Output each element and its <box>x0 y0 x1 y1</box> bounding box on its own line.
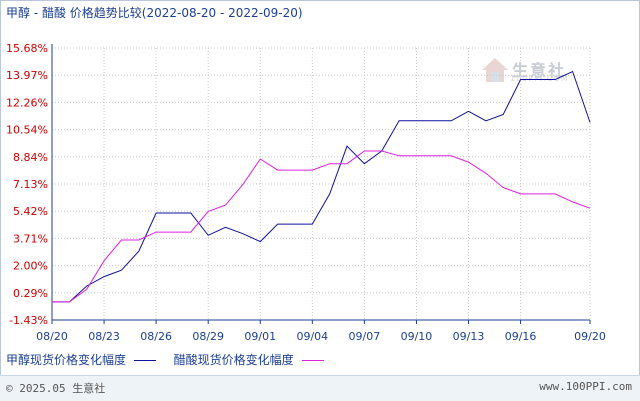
x-tick-label: 09/10 <box>401 330 433 343</box>
watermark-url: 100PPI.COM <box>510 74 569 83</box>
y-tick-label: 2.00% <box>13 260 48 273</box>
y-tick-label: 15.68% <box>6 42 48 55</box>
footer-bar <box>0 375 640 401</box>
chart-title: 甲醇 - 醋酸 价格趋势比较(2022-08-20 - 2022-09-20) <box>6 6 303 20</box>
footer-website-link[interactable]: www.100PPI.com <box>539 380 632 393</box>
series-line-methanol <box>52 70 591 303</box>
x-tick-label: 09/04 <box>296 330 328 343</box>
legend-item-acetic-acid: 醋酸现货价格变化幅度 <box>174 351 324 368</box>
watermark-house-icon <box>482 58 508 82</box>
legend-swatch-acetic-acid <box>301 360 324 361</box>
y-tick-label: 8.84% <box>13 151 48 164</box>
x-tick-label: 08/23 <box>88 330 120 343</box>
x-tick-label: 09/16 <box>505 330 537 343</box>
watermark-logo: 生意社 100PPI.COM <box>480 56 580 86</box>
x-tick-label: 09/07 <box>349 330 381 343</box>
footer-copyright: © 2025.05 生意社 <box>6 382 106 395</box>
y-tick-label: 7.13% <box>13 178 48 191</box>
chart-legend: 甲醇现货价格变化幅度 醋酸现货价格变化幅度 <box>6 351 338 368</box>
y-tick-label: 12.26% <box>6 96 48 109</box>
legend-label-acetic-acid: 醋酸现货价格变化幅度 <box>173 353 294 367</box>
y-tick-label: 10.54% <box>6 124 48 137</box>
x-tick-label: 09/13 <box>453 330 485 343</box>
x-tick-label: 08/20 <box>36 330 68 343</box>
y-tick-label: -1.43% <box>9 314 48 327</box>
y-tick-label: 13.97% <box>6 69 48 82</box>
y-tick-label: 5.42% <box>13 205 48 218</box>
legend-swatch-methanol <box>133 360 156 361</box>
series-line-acetic-acid <box>52 150 591 303</box>
x-tick-label: 09/20 <box>574 330 606 343</box>
legend-item-methanol: 甲醇现货价格变化幅度 <box>6 351 156 368</box>
y-tick-label: 3.71% <box>13 232 48 245</box>
watermark-name: 生意社 <box>512 61 567 80</box>
legend-label-methanol: 甲醇现货价格变化幅度 <box>6 353 127 367</box>
x-tick-label: 09/01 <box>244 330 276 343</box>
x-tick-label: 08/29 <box>192 330 224 343</box>
y-tick-label: 0.29% <box>13 287 48 300</box>
x-tick-label: 08/26 <box>140 330 172 343</box>
